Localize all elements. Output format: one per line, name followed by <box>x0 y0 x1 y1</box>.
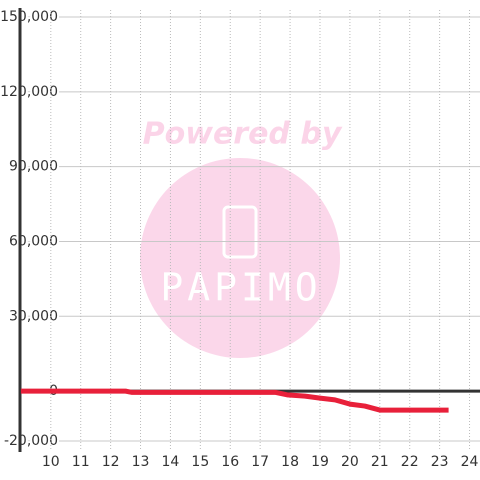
watermark-title: Powered by <box>143 117 343 152</box>
data-line <box>20 388 449 413</box>
x-tick-label: 22 <box>401 454 419 470</box>
x-tick-label: 19 <box>311 454 329 470</box>
x-tick-label: 17 <box>251 454 269 470</box>
plot: -20,000030,00060,00090,000120,000150,000… <box>0 7 480 470</box>
x-tick-label: 24 <box>461 454 479 470</box>
watermark-phone <box>222 205 258 259</box>
watermark-brand: PAPIMO <box>160 266 321 310</box>
x-tick-label: 11 <box>72 454 90 470</box>
x-tick-label: 20 <box>341 454 359 470</box>
x-tick-label: 10 <box>42 454 60 470</box>
x-tick-label: 16 <box>221 454 239 470</box>
x-tick-label: 14 <box>162 454 180 470</box>
x-tick-label: 21 <box>371 454 389 470</box>
y-tick-label: 150,000 <box>0 9 58 25</box>
x-tick-label: 18 <box>281 454 299 470</box>
x-tick-label: 13 <box>132 454 150 470</box>
x-tick-label: 12 <box>102 454 120 470</box>
x-tick-label: 23 <box>431 454 449 470</box>
y-tick-label: 120,000 <box>0 84 58 100</box>
x-tick-label: 15 <box>191 454 209 470</box>
watermark: Powered by PAPIMO <box>140 117 343 358</box>
y-tick-label: -20,000 <box>4 433 58 449</box>
